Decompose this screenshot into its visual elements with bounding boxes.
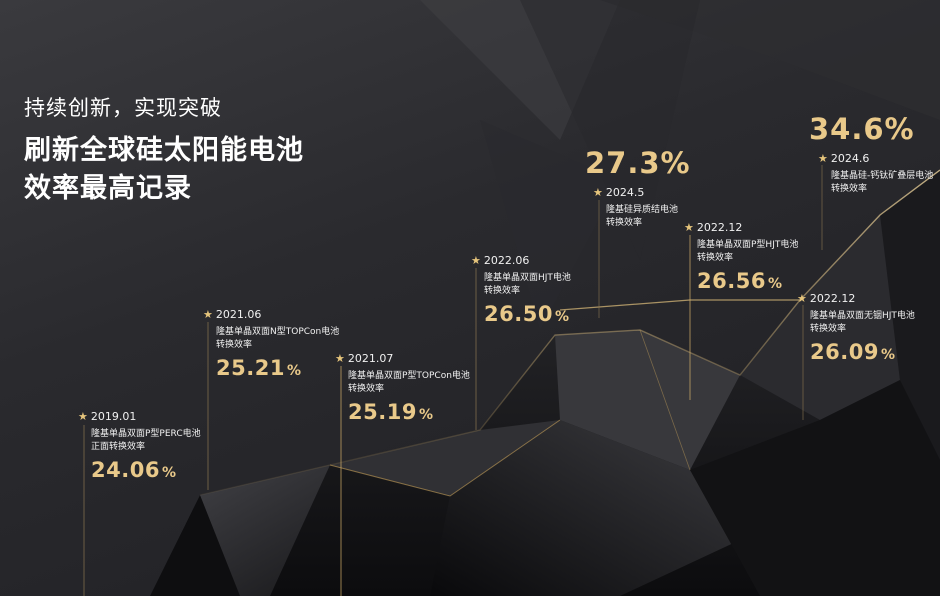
headline-title-line2: 效率最高记录 <box>24 173 192 204</box>
milestone-unit: % <box>767 276 783 292</box>
milestone-desc: 隆基硅异质结电池 <box>606 205 679 215</box>
milestone-desc: 转换效率 <box>484 286 521 296</box>
milestone-2022-12-indium-free-hjt: ★ 2022.12 隆基单晶双面无铟HJT电池 转换效率 26.09% <box>797 292 915 364</box>
milestone-desc: 转换效率 <box>606 218 643 228</box>
milestone-desc: 正面转换效率 <box>91 442 146 452</box>
milestone-date: 2021.06 <box>215 308 262 321</box>
star-icon: ★ <box>818 152 828 165</box>
milestone-value: 25.19 <box>348 400 417 424</box>
milestone-desc: 转换效率 <box>697 253 734 263</box>
milestone-date: 2022.06 <box>483 254 530 267</box>
milestone-2024-5: ★ 2024.5 隆基硅异质结电池 转换效率 <box>593 186 678 230</box>
milestone-desc: 隆基单晶双面P型HJT电池 <box>697 240 799 250</box>
milestone-date: 2022.12 <box>696 221 743 234</box>
milestone-date: 2019.01 <box>90 410 137 423</box>
milestone-date: 2022.12 <box>809 292 856 305</box>
milestone-value: 26.50 <box>484 302 553 326</box>
milestone-unit: % <box>418 407 434 423</box>
milestone-value: 26.56 <box>697 269 766 293</box>
milestone-2024-6: ★ 2024.6 隆基晶硅-钙钛矿叠层电池 转换效率 <box>818 152 933 196</box>
milestone-desc: 隆基单晶双面P型PERC电池 <box>91 429 201 439</box>
milestone-desc: 隆基单晶双面P型TOPCon电池 <box>348 371 470 381</box>
milestone-unit: % <box>286 363 302 379</box>
milestone-unit: % <box>554 309 570 325</box>
star-icon: ★ <box>203 308 213 321</box>
milestone-desc: 转换效率 <box>810 324 847 334</box>
star-icon: ★ <box>684 221 694 234</box>
milestone-value: 26.09 <box>810 340 879 364</box>
milestone-desc: 隆基单晶双面无铟HJT电池 <box>810 311 915 321</box>
milestone-value: 25.21 <box>216 356 285 380</box>
milestone-date: 2021.07 <box>347 352 394 365</box>
milestone-2022-06: ★ 2022.06 隆基单晶双面HJT电池 转换效率 26.50% <box>471 254 571 326</box>
milestone-2021-07: ★ 2021.07 隆基单晶双面P型TOPCon电池 转换效率 25.19% <box>335 352 470 424</box>
milestone-unit: % <box>161 465 177 481</box>
milestone-desc: 隆基单晶双面N型TOPCon电池 <box>216 327 340 337</box>
headline-subtitle: 持续创新，实现突破 <box>24 96 222 120</box>
milestone-desc: 隆基单晶双面HJT电池 <box>484 273 571 283</box>
milestone-date: 2024.6 <box>830 152 870 165</box>
milestone-2019-01: ★ 2019.01 隆基单晶双面P型PERC电池 正面转换效率 24.06% <box>78 410 201 482</box>
milestone-desc: 转换效率 <box>831 184 868 194</box>
milestone-2021-06: ★ 2021.06 隆基单晶双面N型TOPCon电池 转换效率 25.21% <box>203 308 339 380</box>
milestone-desc: 转换效率 <box>216 340 253 350</box>
headline: 持续创新，实现突破 刷新全球硅太阳能电池 效率最高记录 <box>24 92 304 208</box>
milestone-desc: 隆基晶硅-钙钛矿叠层电池 <box>831 171 934 181</box>
milestone-desc: 转换效率 <box>348 384 385 394</box>
milestone-2022-12-p-hjt: ★ 2022.12 隆基单晶双面P型HJT电池 转换效率 26.56% <box>684 221 798 293</box>
headline-title-line1: 刷新全球硅太阳能电池 <box>24 135 304 166</box>
milestone-value-large: 27.3% <box>585 146 691 180</box>
milestone-date: 2024.5 <box>605 186 645 199</box>
star-icon: ★ <box>335 352 345 365</box>
star-icon: ★ <box>471 254 481 267</box>
star-icon: ★ <box>797 292 807 305</box>
milestone-value: 24.06 <box>91 458 160 482</box>
star-icon: ★ <box>593 186 603 199</box>
milestone-value-large: 34.6% <box>809 112 915 146</box>
star-icon: ★ <box>78 410 88 423</box>
milestone-unit: % <box>880 347 896 363</box>
